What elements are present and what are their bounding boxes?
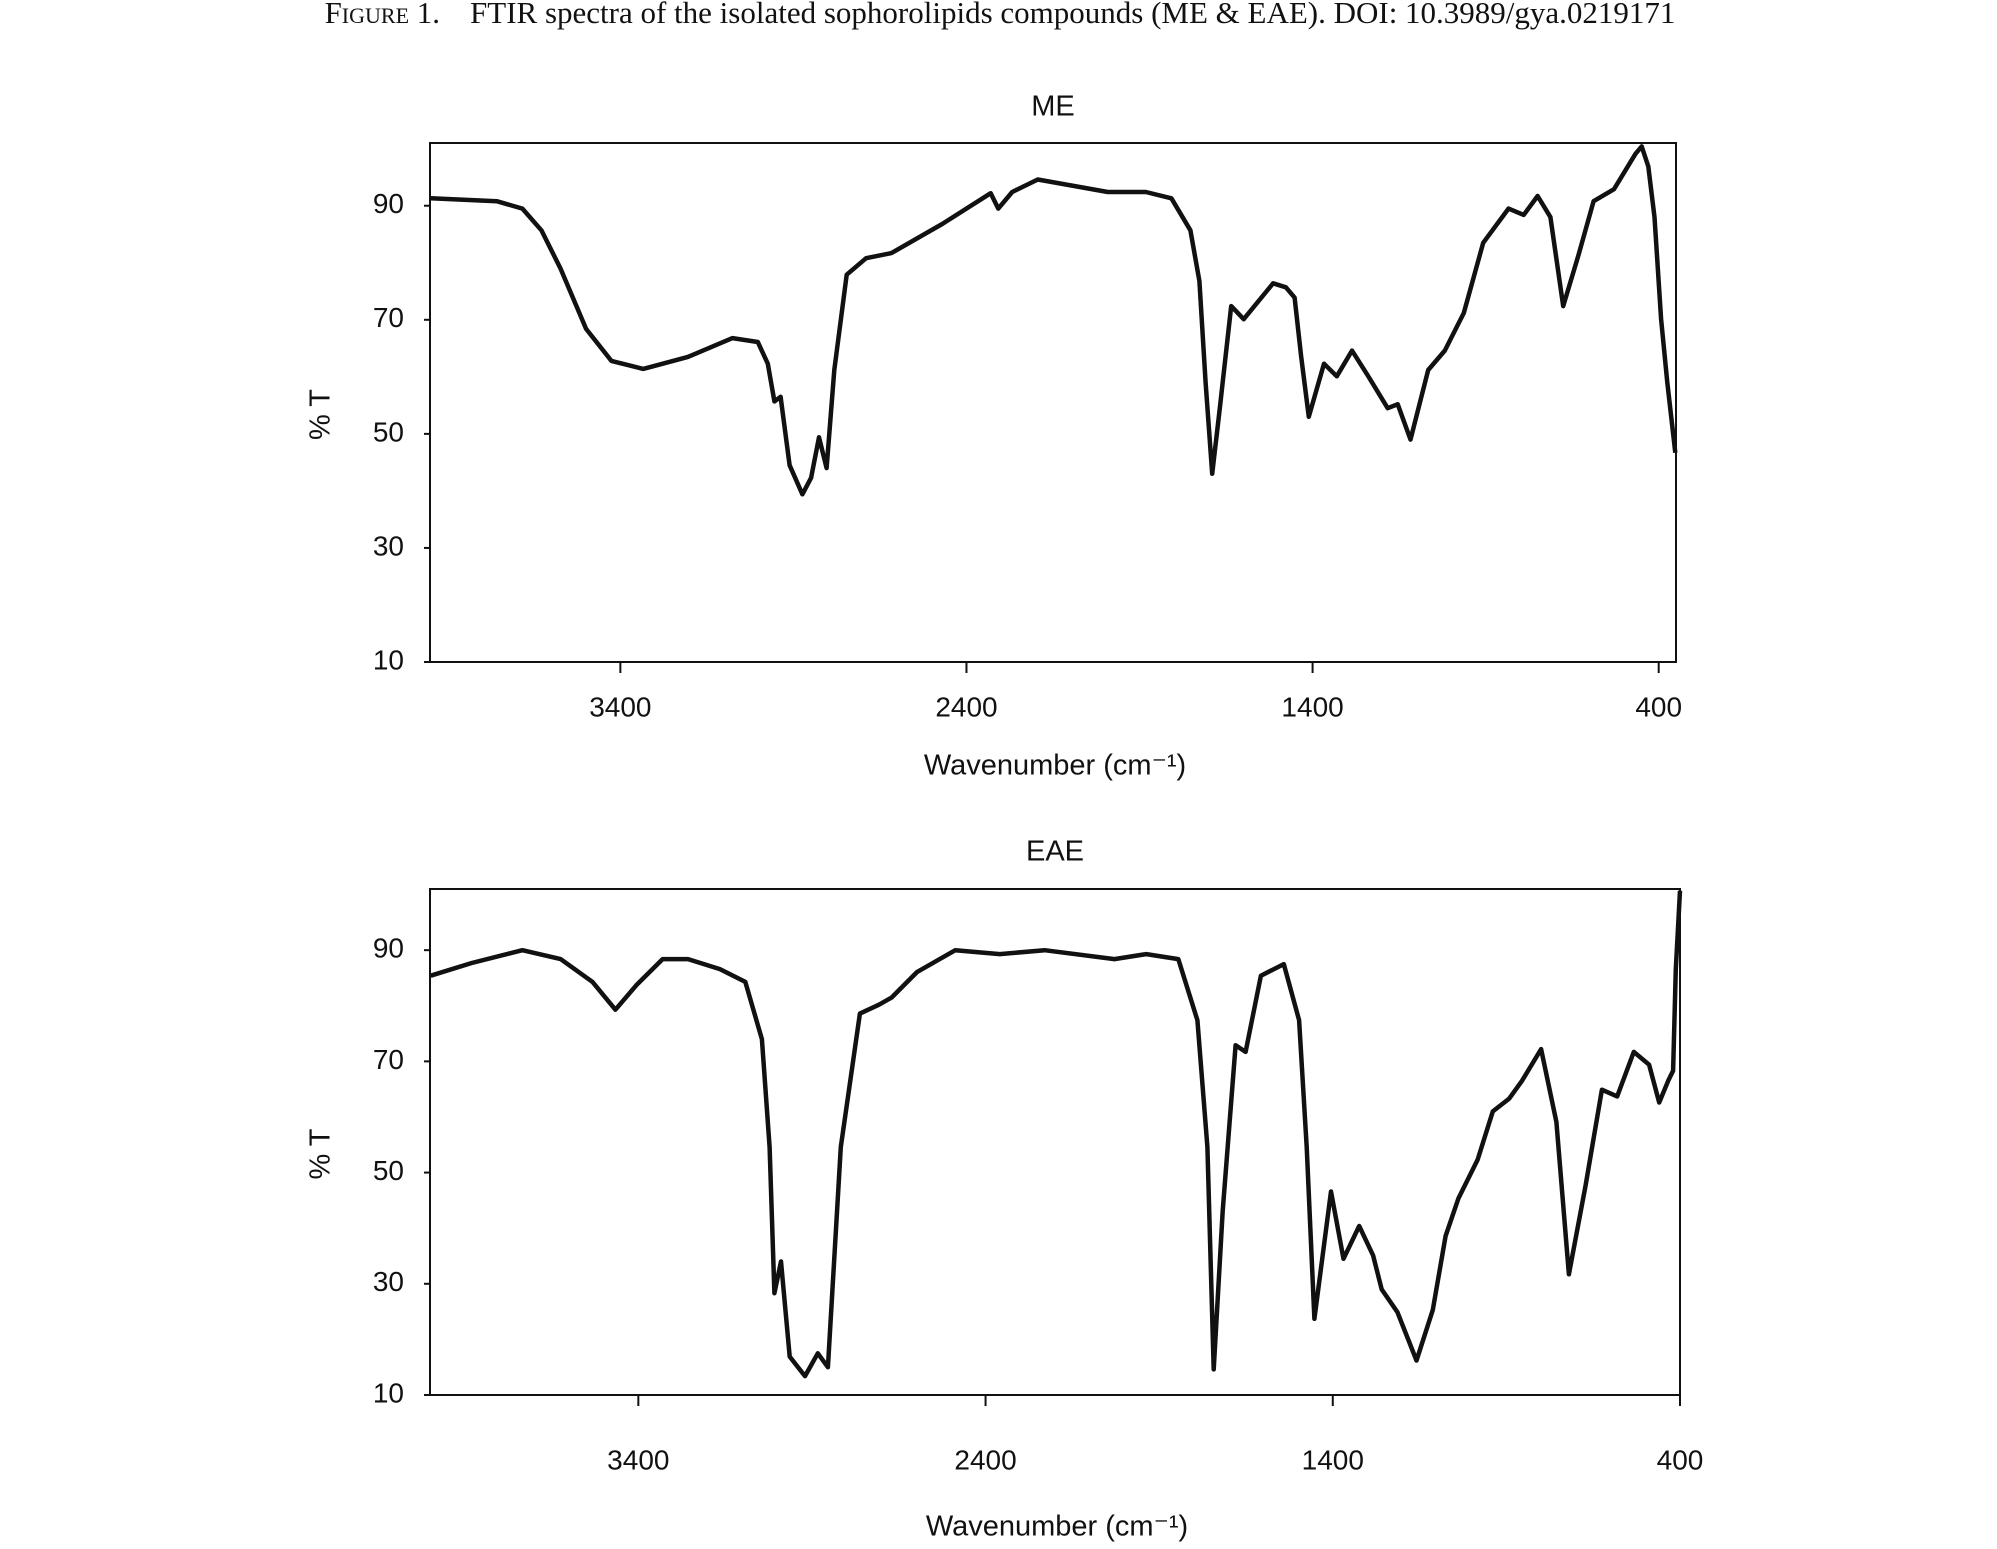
figure-label: Figure 1. <box>325 0 440 30</box>
x-tick-label: 3400 <box>607 1444 669 1475</box>
y-tick-label: 50 <box>373 1155 404 1186</box>
figure-caption: Figure 1. FTIR spectra of the isolated so… <box>325 0 1676 30</box>
x-tick-label: 400 <box>1657 1444 1704 1475</box>
y-tick-label: 30 <box>373 530 404 561</box>
y-tick-label: 70 <box>373 1044 404 1075</box>
chart-title: ME <box>1031 91 1075 123</box>
spectrum-line <box>430 144 1678 497</box>
x-axis-label: Wavenumber (cm⁻¹) <box>924 750 1186 782</box>
x-tick-label: 400 <box>1635 691 1682 722</box>
y-tick-label: 90 <box>373 188 404 219</box>
plot-frame <box>429 888 1681 1396</box>
y-tick-label: 10 <box>373 644 404 675</box>
x-tick-label: 2400 <box>954 1444 1016 1475</box>
y-tick-label: 70 <box>373 302 404 333</box>
y-tick-label: 90 <box>373 933 404 964</box>
y-tick-label: 50 <box>373 416 404 447</box>
y-tick-label: 30 <box>373 1266 404 1297</box>
y-tick-label: 10 <box>373 1377 404 1408</box>
x-tick-label: 2400 <box>935 691 997 722</box>
x-axis-label: Wavenumber (cm⁻¹) <box>926 1511 1188 1543</box>
chart-title: EAE <box>1026 836 1084 868</box>
caption-text: FTIR spectra of the isolated sophorolipi… <box>470 0 1675 30</box>
spectrum-line <box>430 890 1683 1379</box>
plot-frame <box>429 142 1677 663</box>
x-tick-label: 1400 <box>1302 1444 1364 1475</box>
y-axis-label: % T <box>305 1128 337 1179</box>
x-tick-label: 3400 <box>589 691 651 722</box>
y-axis-label: % T <box>305 389 337 440</box>
x-tick-label: 1400 <box>1281 691 1343 722</box>
